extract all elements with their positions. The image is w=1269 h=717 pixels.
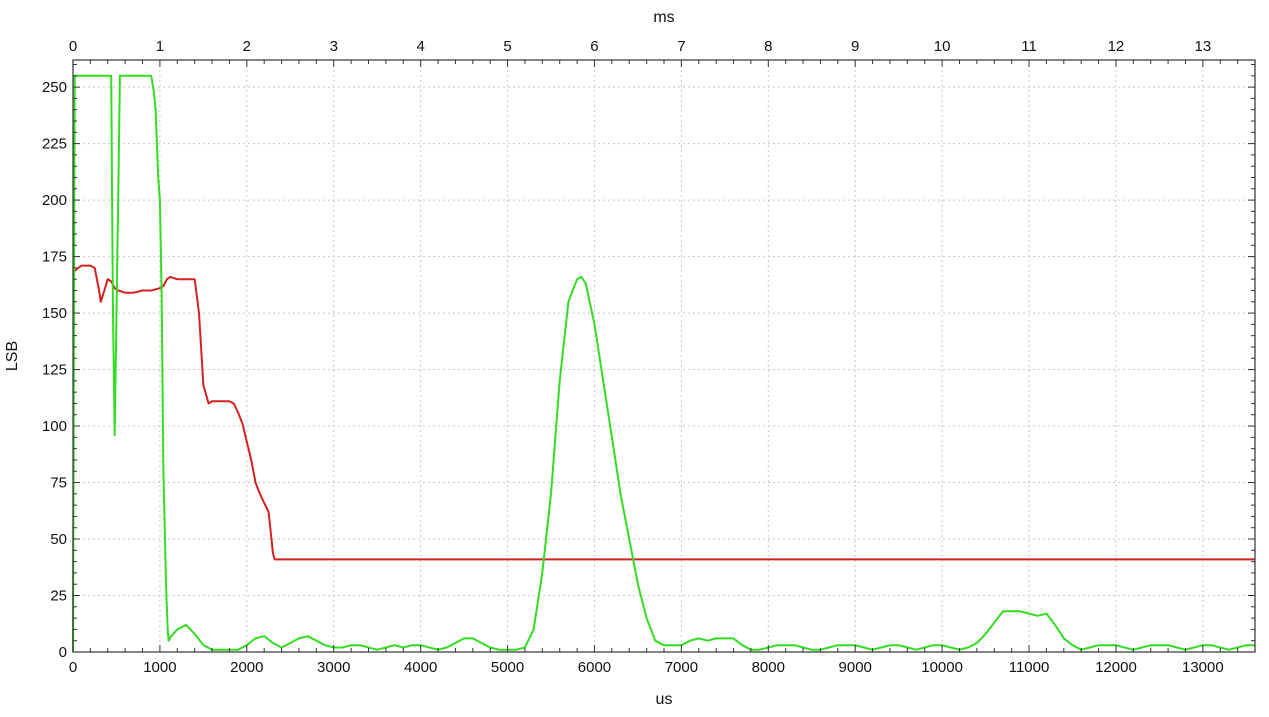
x2-tick-label: 6: [590, 38, 598, 55]
x2-tick-label: 4: [416, 38, 424, 55]
x2-tick-label: 2: [243, 38, 251, 55]
x2-tick-label: 8: [764, 38, 772, 55]
x-tick-label: 2000: [230, 659, 263, 676]
series-line-0: [72, 264, 1255, 561]
x-axis-title: us: [656, 691, 673, 708]
x-tick-label: 1000: [143, 659, 176, 676]
x2-tick-label: 0: [69, 38, 77, 55]
y-tick-label: 75: [50, 475, 67, 492]
x2-tick-label: 1: [156, 38, 164, 55]
y-tick-label: 100: [42, 418, 67, 435]
x-tick-label: 10000: [921, 659, 963, 676]
y-tick-label: 25: [50, 588, 67, 605]
x2-tick-label: 13: [1195, 38, 1212, 55]
x-tick-label: 12000: [1095, 659, 1137, 676]
x2-tick-label: 11: [1021, 38, 1037, 55]
plot-frame: [72, 59, 1256, 653]
x-tick-label: 13000: [1182, 659, 1224, 676]
series-line-1: [72, 74, 1255, 653]
y-axis-title: LSB: [4, 341, 21, 371]
x2-tick-label: 5: [503, 38, 511, 55]
x-tick-label: 3000: [317, 659, 350, 676]
y-tick-label: 150: [42, 305, 67, 322]
x-tick-label: 11000: [1009, 659, 1050, 676]
y-tick-label: 200: [42, 192, 67, 209]
tick-marks: [72, 60, 1256, 653]
grid-lines: [73, 60, 1255, 652]
x-tick-label: 9000: [839, 659, 872, 676]
tick-labels: 0 1000 2000 3000 4000 5000 6000 7000 8000 9000 100…: [42, 38, 1224, 676]
x2-tick-label: 10: [934, 38, 951, 55]
y-tick-label: 50: [50, 531, 67, 548]
y-tick-label: 0: [59, 644, 67, 661]
x-tick-label: 5000: [491, 659, 524, 676]
x2-tick-label: 7: [677, 38, 685, 55]
y-tick-label: 125: [42, 362, 67, 379]
y-tick-label: 250: [42, 79, 67, 96]
x-tick-label: 8000: [752, 659, 785, 676]
x-tick-label: 0: [69, 659, 77, 676]
y-tick-label: 175: [42, 249, 67, 266]
series-lines: [72, 74, 1255, 653]
x2-tick-label: 12: [1108, 38, 1125, 55]
x2-tick-label: 3: [330, 38, 338, 55]
x-tick-label: 4000: [404, 659, 437, 676]
x-tick-label: 6000: [578, 659, 611, 676]
x-tick-label: 7000: [665, 659, 698, 676]
x2-tick-label: 9: [851, 38, 859, 55]
y-tick-label: 225: [42, 136, 67, 153]
x2-axis-title: ms: [653, 9, 674, 26]
